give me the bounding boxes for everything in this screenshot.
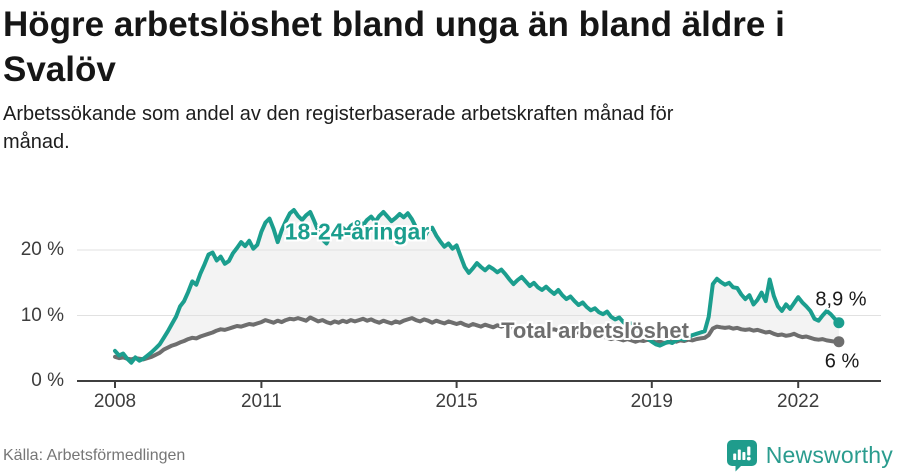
x-axis-tick-label: 2015	[435, 391, 478, 412]
newsworthy-logo-text: Newsworthy	[765, 442, 893, 468]
end-value-label-youth: 8,9 %	[815, 288, 867, 311]
newsworthy-brand: Newsworthy	[726, 439, 893, 472]
newsworthy-logo-icon	[726, 440, 757, 472]
page-title-line-2: Svalöv	[3, 50, 116, 89]
y-axis-tick-label: 10 %	[20, 304, 64, 326]
y-axis-tick-label: 0 %	[31, 370, 64, 391]
page-subtitle-line-1: Arbetssökande som andel av den registerb…	[3, 103, 674, 125]
end-value-label-total: 6 %	[824, 350, 860, 373]
x-axis-tick-label: 2019	[630, 391, 673, 412]
page-title: Högre arbetslöshet bland unga än bland ä…	[3, 2, 785, 92]
page-title-line-1: Högre arbetslöshet bland unga än bland ä…	[3, 5, 785, 44]
series-label-total: Total arbetslöshet	[501, 318, 689, 343]
source-note: Källa: Arbetsförmedlingen	[3, 447, 186, 464]
x-axis-tick-label: 2008	[93, 391, 137, 412]
x-axis-tick-label: 2022	[777, 391, 820, 412]
y-axis-tick-label: 20 %	[20, 239, 64, 260]
page-subtitle-line-2: månad.	[3, 131, 70, 153]
x-axis-tick-label: 2011	[240, 391, 282, 412]
series-label-youth: 18-24-åringar	[284, 218, 430, 245]
page-subtitle: Arbetssökande som andel av den registerb…	[3, 100, 673, 156]
